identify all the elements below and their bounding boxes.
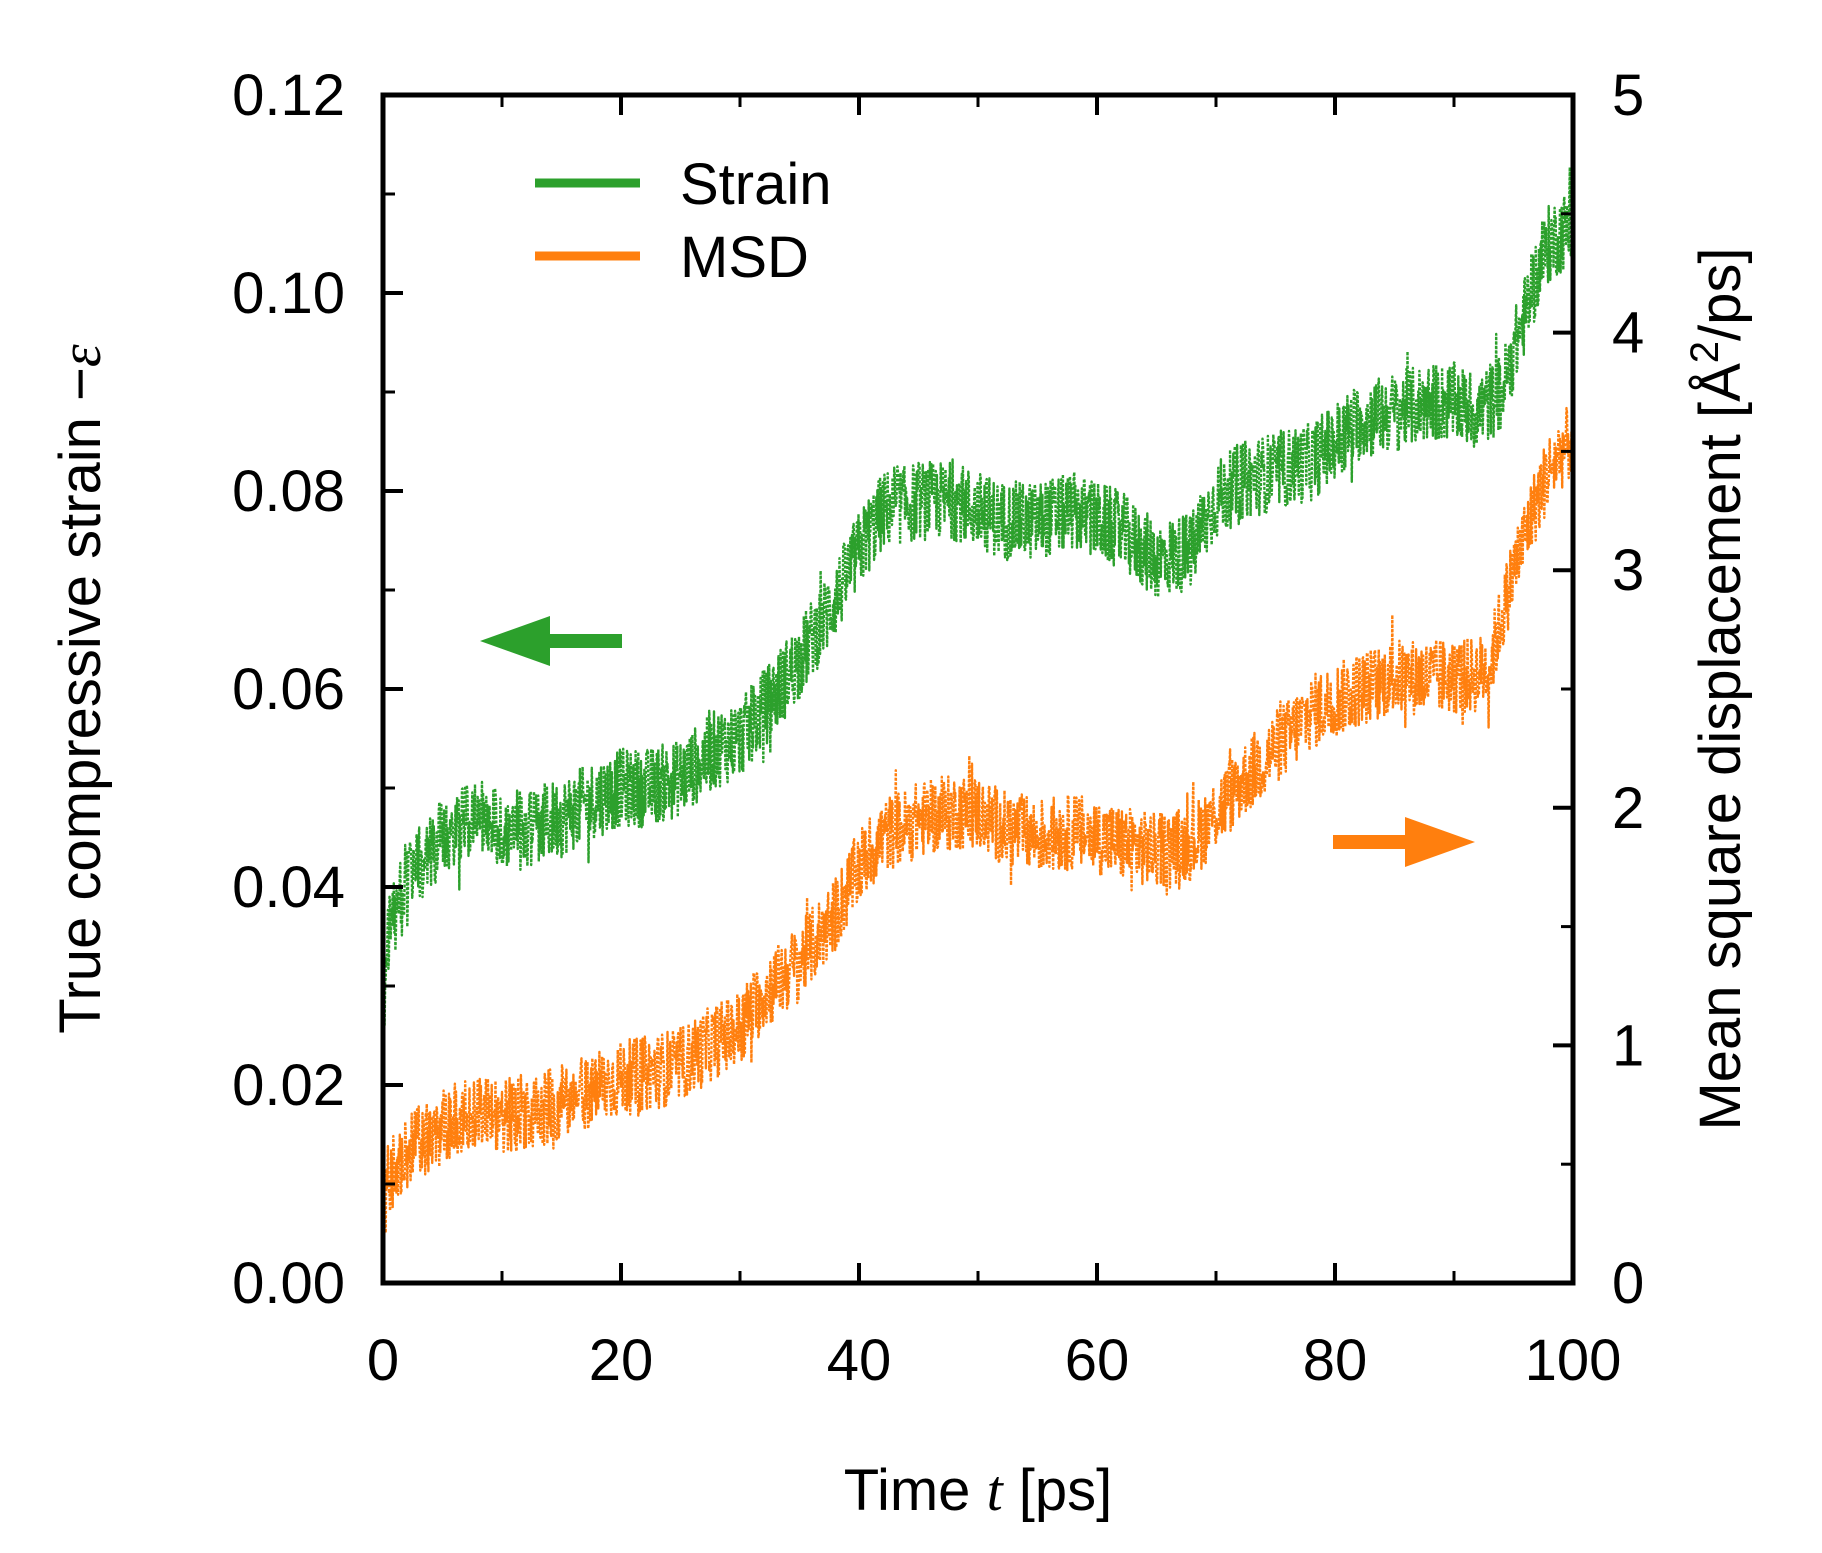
ticks-layer: 0 20 40 60 80 1000.000.020.040.060.080.100.12…: [232, 63, 1644, 1393]
y-right-tick-label: 4: [1612, 301, 1644, 366]
y-right-tick-label: 5: [1612, 63, 1644, 128]
x-axis-title-unit: [ps]: [1003, 1458, 1113, 1523]
x-tick-label: 80: [1303, 1328, 1368, 1393]
y-left-axis-title-text: True compressive strain −: [48, 367, 113, 1034]
x-tick-label: 20: [589, 1328, 654, 1393]
y-left-axis-title-var: ε: [48, 344, 113, 367]
legend-strain-label: Strain: [680, 152, 832, 217]
y-right-tick-label: 1: [1612, 1013, 1644, 1078]
legend-msd-label: MSD: [680, 225, 809, 290]
y-right-tick-label: 2: [1612, 776, 1644, 841]
x-tick-label: 0: [367, 1328, 399, 1393]
y-right-tick-label: 3: [1612, 538, 1644, 603]
y-right-tick-label: 0: [1612, 1251, 1644, 1316]
x-tick-label: 100: [1525, 1328, 1622, 1393]
y-right-axis-title-suffix: /ps]: [1688, 247, 1753, 341]
strain-axis-arrow-head: [480, 616, 550, 666]
y-right-axis-title-prefix: Mean square displacement [Å: [1688, 363, 1753, 1131]
y-right-axis-title: Mean square displacement [Å2/ps]: [1683, 247, 1753, 1130]
y-left-tick-label: 0.12: [232, 63, 345, 128]
strain-axis-arrow: [480, 616, 622, 666]
msd-axis-arrow-head: [1405, 817, 1475, 867]
msd-axis-arrow: [1333, 817, 1475, 867]
y-left-tick-label: 0.10: [232, 261, 345, 326]
y-left-tick-label: 0.08: [232, 459, 345, 524]
y-right-axis-title-sup: 2: [1683, 341, 1727, 363]
y-left-tick-label: 0.04: [232, 855, 345, 920]
series-line-strain: [381, 166, 1575, 1027]
series-layer: [381, 166, 1575, 1235]
x-axis-title-prefix: Time: [844, 1458, 987, 1523]
series-line-msd: [381, 404, 1575, 1235]
y-left-tick-label: 0.00: [232, 1251, 345, 1316]
y-left-tick-label: 0.02: [232, 1053, 345, 1118]
x-axis-title: Time t [ps]: [844, 1458, 1113, 1523]
x-tick-label: 40: [827, 1328, 892, 1393]
x-axis-title-var: t: [987, 1458, 1005, 1523]
legend: Strain MSD: [535, 152, 832, 290]
y-left-tick-label: 0.06: [232, 657, 345, 722]
y-left-axis-title: True compressive strain −ε: [48, 344, 113, 1034]
x-tick-label: 60: [1065, 1328, 1130, 1393]
